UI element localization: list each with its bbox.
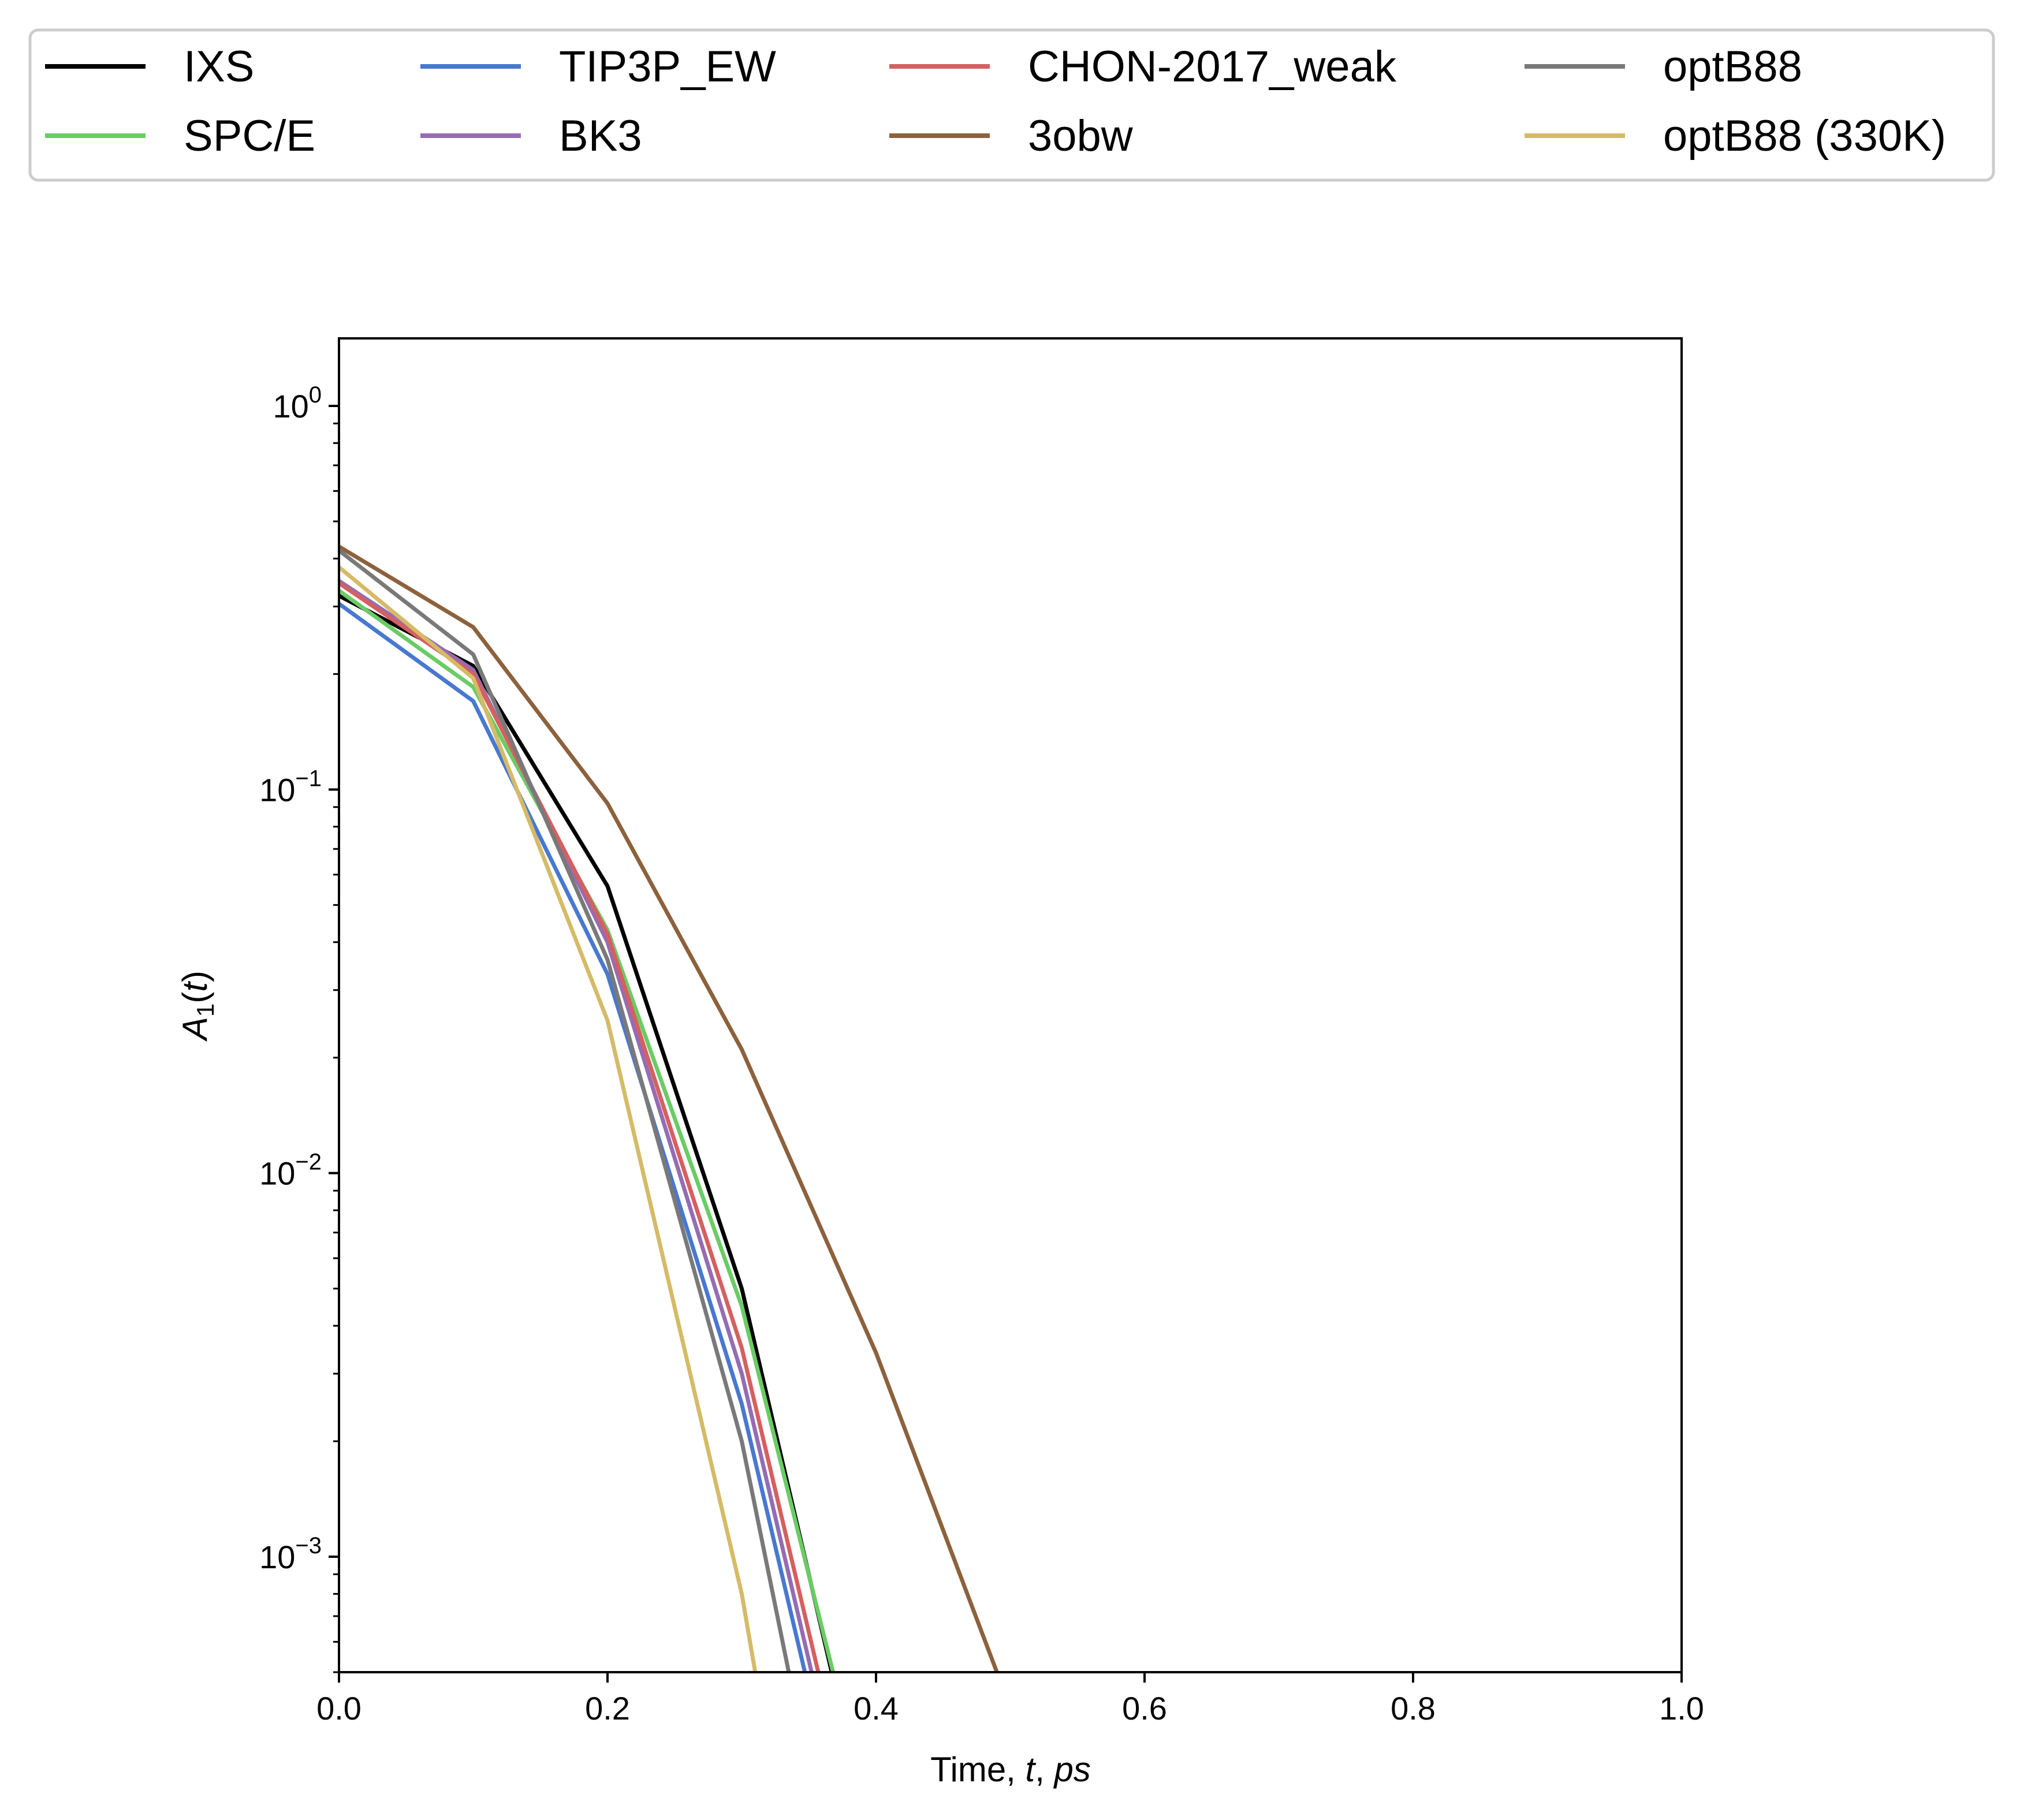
series-line-2 (339, 602, 807, 1672)
series-line-3 (339, 579, 814, 1672)
legend: IXS SPC/E TIP3P_EW BK3 CHON-2017_weak 3obw opt… (45, 42, 1946, 161)
y-tick-base-0: 10 (273, 388, 308, 424)
x-tick-label-1: 0.2 (585, 1690, 630, 1726)
plot-frame (338, 337, 1683, 1673)
x-axis: 0.0 0.2 0.4 0.6 0.8 1.0 (316, 1672, 1704, 1726)
legend-label-4: CHON-2017_weak (1028, 42, 1397, 91)
series-line-7 (339, 565, 758, 1672)
y-tick-exponent-3: −3 (295, 1533, 322, 1558)
y-tick-exponent-0: 0 (309, 382, 322, 408)
y-tick-exponent-1: −1 (295, 766, 322, 791)
legend-label-5: 3obw (1028, 111, 1134, 161)
legend-label-3: BK3 (559, 111, 642, 161)
y-tick-label-0: 100 (273, 382, 322, 424)
y-tick-base-1: 10 (259, 771, 295, 808)
x-axis-label-separator: , (1035, 1750, 1054, 1789)
y-axis-label-variable: t (176, 981, 214, 992)
y-axis-label-main: A (176, 1017, 214, 1042)
x-axis-label-variable: t (1026, 1750, 1037, 1789)
legend-label-6: optB88 (1663, 42, 1802, 91)
x-axis-label-unit: ps (1053, 1750, 1091, 1789)
y-tick-label-3: 10−3 (259, 1533, 322, 1575)
legend-label-2: TIP3P_EW (559, 42, 776, 91)
x-axis-label-prefix: Time, (930, 1750, 1025, 1789)
x-tick-label-5: 1.0 (1659, 1690, 1704, 1726)
y-axis-label-open: ( (176, 992, 214, 1004)
x-tick-label-4: 0.8 (1391, 1690, 1436, 1726)
y-axis-label-close: ) (176, 971, 214, 982)
series-line-4 (339, 581, 821, 1672)
x-tick-label-2: 0.4 (854, 1690, 899, 1726)
legend-label-0: IXS (184, 42, 255, 91)
y-tick-label-2: 10−2 (259, 1150, 322, 1192)
legend-label-7: optB88 (330K) (1663, 111, 1946, 161)
legend-label-1: SPC/E (184, 111, 315, 161)
series-line-1 (339, 589, 835, 1672)
y-tick-base-2: 10 (259, 1155, 295, 1192)
x-tick-label-0: 0.0 (316, 1690, 361, 1726)
x-tick-label-3: 0.6 (1122, 1690, 1167, 1726)
series-layer (339, 544, 999, 1672)
y-tick-base-3: 10 (259, 1539, 295, 1575)
series-line-5 (339, 544, 999, 1672)
y-tick-exponent-2: −2 (295, 1150, 322, 1175)
y-tick-label-1: 10−1 (259, 766, 322, 808)
y-axis-label: A1(t) (176, 971, 219, 1042)
series-line-6 (339, 549, 791, 1672)
x-axis-label: Time, t, ps (930, 1750, 1091, 1789)
y-axis-label-subscript: 1 (192, 1004, 219, 1017)
